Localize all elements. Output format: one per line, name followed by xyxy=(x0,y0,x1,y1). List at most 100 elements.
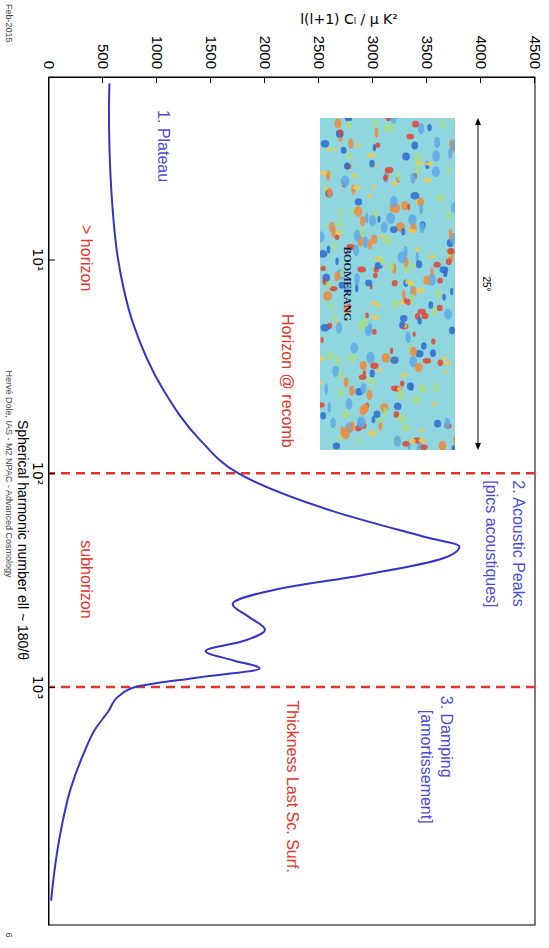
map-blob xyxy=(360,361,367,371)
y-tick-label: 2500 xyxy=(311,36,328,69)
map-blob xyxy=(436,194,444,202)
map-blob xyxy=(370,362,378,369)
map-blob xyxy=(403,279,408,287)
map-blob xyxy=(332,242,337,251)
map-blob xyxy=(356,437,359,445)
map-blob xyxy=(447,167,450,175)
map-blob xyxy=(392,300,401,308)
map-blob xyxy=(342,430,349,440)
map-blob xyxy=(444,369,447,374)
map-blob xyxy=(375,143,380,148)
map-blob xyxy=(323,291,332,301)
map-blob xyxy=(414,165,419,174)
map-blob xyxy=(390,347,393,354)
map-blob xyxy=(341,176,350,187)
map-blob xyxy=(398,251,407,263)
map-blob xyxy=(453,436,455,446)
map-blob xyxy=(409,281,414,286)
y-tick-label: 0 xyxy=(41,61,58,69)
y-tick-mark xyxy=(426,77,427,83)
map-blob xyxy=(349,422,354,432)
map-blob xyxy=(384,172,389,183)
map-blob xyxy=(401,373,407,378)
map-blob xyxy=(328,402,331,413)
map-blob xyxy=(410,173,415,184)
x-tick-label: 10¹ xyxy=(30,248,46,271)
map-blob xyxy=(320,356,324,361)
map-blob xyxy=(449,327,455,335)
map-blob xyxy=(321,337,324,343)
map-blob xyxy=(349,385,355,395)
footer-date: Feb-2015 xyxy=(4,4,14,43)
map-blob xyxy=(407,382,414,390)
cl-curve xyxy=(51,83,459,900)
x-axis-title: Spherical harmonic number ell ~ 180/θ xyxy=(15,420,31,660)
map-blob xyxy=(439,441,447,450)
arrow-head xyxy=(475,118,481,125)
map-blob xyxy=(320,402,325,408)
footer-page: 6 xyxy=(4,932,14,937)
map-blob xyxy=(428,301,433,309)
x-axis-line xyxy=(48,78,49,926)
map-blob xyxy=(372,185,376,190)
y-tick-mark xyxy=(318,77,319,83)
map-blob xyxy=(346,398,353,409)
map-blob xyxy=(360,215,365,226)
y-tick: 500 xyxy=(95,44,112,83)
map-blob xyxy=(419,428,424,433)
map-blob xyxy=(363,236,368,248)
map-blob xyxy=(365,212,369,223)
map-blob xyxy=(440,120,445,129)
map-blob xyxy=(431,308,437,317)
map-blob xyxy=(383,236,392,245)
map-blob xyxy=(405,279,409,284)
map-blob xyxy=(447,248,455,255)
map-blob xyxy=(410,294,414,303)
map-blob xyxy=(351,343,358,354)
map-blob xyxy=(381,222,388,233)
map-blob xyxy=(420,444,427,450)
y-axis: 050010001500200025003000350040004500 xyxy=(41,36,544,83)
map-blob xyxy=(437,278,442,284)
map-blob xyxy=(408,229,417,233)
map-blob xyxy=(342,410,350,418)
map-blob xyxy=(376,303,380,308)
map-blob xyxy=(366,352,374,364)
map-blob xyxy=(360,383,366,394)
map-blob xyxy=(414,153,422,162)
map-blob xyxy=(375,128,379,138)
map-blob xyxy=(407,134,414,140)
map-blob xyxy=(329,303,333,311)
map-blob xyxy=(352,174,358,178)
y-tick-mark xyxy=(480,77,481,83)
map-blob xyxy=(371,301,377,306)
map-blob xyxy=(436,289,442,298)
map-blob xyxy=(415,248,420,253)
map-blob xyxy=(401,228,405,235)
map-blob xyxy=(368,431,377,436)
y-tick-mark xyxy=(102,77,103,83)
map-blob xyxy=(338,209,343,217)
y-tick-label: 3000 xyxy=(365,36,382,69)
map-blob xyxy=(383,124,390,133)
map-blob xyxy=(417,317,421,324)
y-tick: 1000 xyxy=(149,36,166,83)
annotation: 2. Acoustic Peaks xyxy=(510,480,527,606)
y-tick: 2000 xyxy=(257,36,274,83)
x-tick: 10² xyxy=(30,462,55,485)
map-blob xyxy=(399,321,405,328)
x-axis: 10¹10²10³ xyxy=(30,78,55,926)
y-tick-mark xyxy=(156,77,157,83)
map-blob xyxy=(337,220,343,228)
map-blob xyxy=(437,305,443,312)
map-blob xyxy=(391,118,397,124)
map-blob xyxy=(335,230,342,235)
map-blob xyxy=(385,167,394,173)
map-blob xyxy=(336,130,344,138)
map-blob xyxy=(418,385,427,393)
map-blob xyxy=(423,178,431,183)
map-blob xyxy=(327,245,331,253)
map-blob xyxy=(400,315,407,322)
map-blob xyxy=(369,160,374,168)
map-blob xyxy=(329,222,335,232)
